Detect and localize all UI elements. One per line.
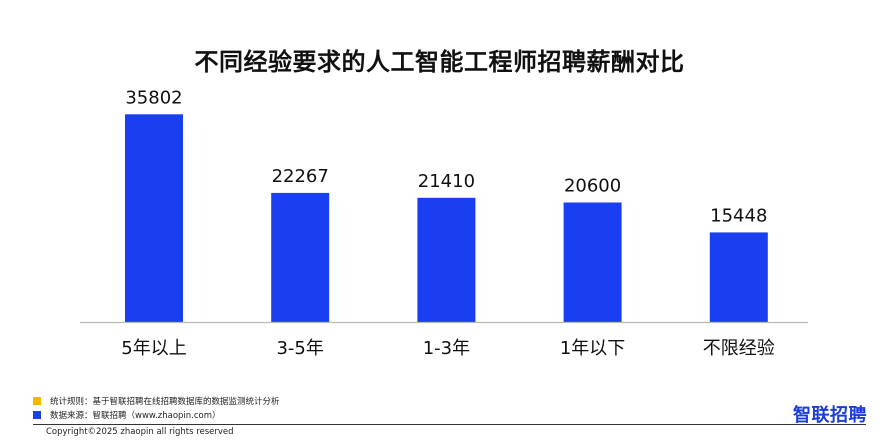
x-tick-label-1: 3-5年 (276, 338, 323, 359)
stat-rule-note: 统计规则：基于智联招聘在线招聘数据库的数据监测统计分析 (33, 395, 280, 407)
x-tick-label-0: 5年以上 (121, 338, 186, 359)
labels-layer: 35802 22267 21410 20600 15448 (125, 87, 767, 226)
bar-3 (563, 202, 622, 322)
copyright-text: Copyright©2025 zhaopin all rights reserv… (46, 427, 234, 437)
bar-2 (417, 197, 476, 322)
x-tick-label-2: 1-3年 (423, 338, 470, 359)
bar-0 (125, 114, 183, 322)
data-label-0: 35802 (125, 87, 182, 108)
data-label-4: 15448 (710, 205, 767, 226)
bars-layer (125, 114, 768, 322)
data-label-1: 22267 (272, 166, 329, 187)
ticks-layer: 5年以上 3-5年 1-3年 1年以下 不限经验 (121, 338, 775, 359)
bar-4 (709, 232, 768, 322)
bar-1 (271, 192, 330, 322)
x-tick-label-3: 1年以下 (560, 338, 625, 359)
stat-rule-text: 统计规则：基于智联招聘在线招聘数据库的数据监测统计分析 (50, 397, 280, 407)
yellow-square-icon (33, 397, 41, 405)
data-label-3: 20600 (564, 176, 621, 197)
x-tick-label-4: 不限经验 (703, 338, 775, 359)
footer-divider (33, 424, 866, 425)
blue-square-icon (33, 411, 41, 419)
data-label-2: 21410 (418, 171, 475, 192)
data-source-text: 数据来源：智联招聘（www.zhaopin.com） (50, 411, 221, 421)
chart-title: 不同经验要求的人工智能工程师招聘薪酬对比 (194, 48, 685, 76)
data-source-note: 数据来源：智联招聘（www.zhaopin.com） (33, 409, 221, 421)
zhaopin-logo: 智联招聘 (793, 405, 867, 426)
